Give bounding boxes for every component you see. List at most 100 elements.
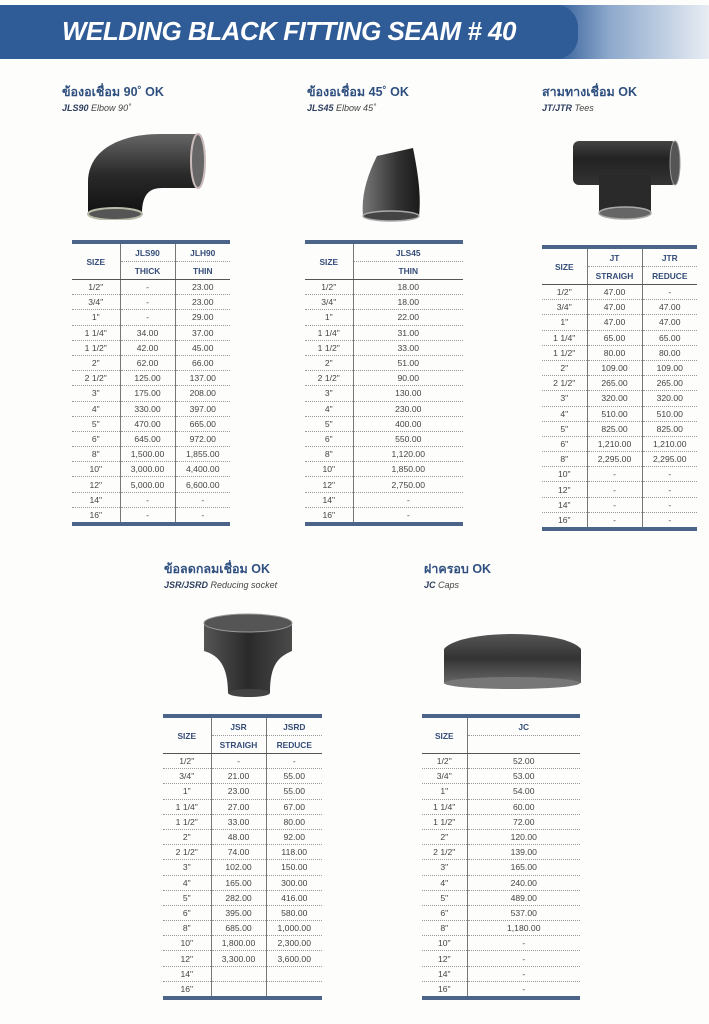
- price-cell: 972.00: [174, 431, 230, 448]
- price-cell: -: [641, 481, 697, 498]
- table-row: 12" -: [422, 950, 580, 967]
- column-label: [466, 735, 580, 754]
- price-cell: 120.00: [466, 829, 580, 846]
- size-cell: 1/2": [72, 279, 120, 296]
- table-row: 1/2" 52.00: [422, 753, 580, 770]
- column-code: JC: [466, 716, 580, 736]
- product-desc: Elbow 90˚: [91, 103, 132, 113]
- table-row: 16" - -: [542, 512, 697, 530]
- size-cell: 1": [305, 309, 353, 326]
- section-heading-elbow-90: ข้องอเชื่อม 90˚ OK JLS90 Elbow 90˚: [62, 82, 164, 113]
- section-subtitle: JLS45 Elbow 45˚: [307, 103, 409, 113]
- price-cell: 300.00: [265, 875, 322, 891]
- size-cell: 1 1/2": [163, 814, 211, 830]
- table-row: 10" -: [422, 935, 580, 952]
- price-cell: 230.00: [352, 401, 463, 417]
- section-subtitle: JC Caps: [424, 580, 491, 590]
- size-cell: 2": [422, 829, 467, 846]
- table-row: 3/4" 53.00: [422, 768, 580, 785]
- price-cell: 489.00: [466, 890, 580, 906]
- price-cell: 416.00: [265, 890, 322, 906]
- size-cell: 3": [163, 859, 211, 876]
- price-cell: 825.00: [586, 421, 642, 437]
- price-cell: -: [641, 512, 697, 530]
- column-code: JSR: [210, 716, 266, 736]
- table-row: 2 1/2" 265.00 265.00: [542, 375, 697, 392]
- price-cell: 1,850.00: [352, 461, 463, 478]
- product-code: JLS45: [307, 103, 334, 113]
- price-cell: 1,180.00: [466, 920, 580, 937]
- size-cell: 4": [305, 401, 353, 417]
- price-cell: 139.00: [466, 844, 580, 861]
- table-row: 14" - -: [542, 497, 697, 513]
- price-cell: 80.00: [641, 345, 697, 361]
- price-cell: 45.00: [174, 340, 230, 356]
- price-cell: 265.00: [641, 375, 697, 392]
- size-cell: 4": [422, 875, 467, 891]
- header-row-labels: STRAIGH REDUCE: [163, 735, 322, 754]
- table-row: 16" -: [422, 981, 580, 999]
- product-code: JSR/JSRD: [164, 580, 209, 590]
- size-cell: 8": [72, 446, 120, 463]
- table-row: 12" 3,300.00 3,600.00: [163, 950, 322, 967]
- price-cell: 54.00: [466, 783, 580, 800]
- size-cell: 12": [422, 950, 467, 967]
- price-cell: 1,210.00: [641, 436, 697, 453]
- price-cell: 23.00: [174, 294, 230, 311]
- table-row: 12" 2,750.00: [305, 476, 463, 493]
- price-cell: 52.00: [466, 753, 580, 770]
- size-cell: 1/2": [422, 753, 467, 770]
- price-cell: 2,295.00: [586, 451, 642, 468]
- price-cell: 33.00: [210, 814, 266, 830]
- table-row: 6" 645.00 972.00: [72, 431, 230, 448]
- table-row: 1 1/4" 31.00: [305, 325, 463, 341]
- price-cell: 125.00: [119, 370, 175, 387]
- price-cell: -: [119, 492, 175, 508]
- price-cell: -: [586, 512, 642, 530]
- section-heading-reducer: ข้อลดกลมเชื่อม OK JSR/JSRD Reducing sock…: [164, 559, 277, 590]
- price-cell: 47.00: [586, 314, 642, 331]
- price-cell: -: [265, 753, 322, 770]
- price-cell: 51.00: [352, 355, 463, 372]
- price-cell: 3,600.00: [265, 950, 322, 967]
- size-cell: 16": [72, 507, 120, 525]
- size-cell: 3/4": [163, 768, 211, 785]
- table-row: 8" 1,120.00: [305, 446, 463, 463]
- price-cell: 92.00: [265, 829, 322, 846]
- price-cell: 825.00: [641, 421, 697, 437]
- size-cell: 16": [542, 512, 587, 530]
- price-cell: 31.00: [352, 325, 463, 341]
- page-title: WELDING BLACK FITTING SEAM # 40: [62, 16, 516, 46]
- column-code: JLS90: [119, 242, 175, 262]
- table-row: 16" - -: [72, 507, 230, 525]
- size-cell: 12": [542, 481, 587, 498]
- product-code: JT/JTR: [542, 103, 573, 113]
- table-row: 3" 102.00 150.00: [163, 859, 322, 876]
- elbow-90-icon: [87, 133, 206, 220]
- size-cell: 5": [305, 416, 353, 432]
- table-row: 2" 51.00: [305, 355, 463, 372]
- price-cell: 130.00: [352, 385, 463, 402]
- table-row: 14" -: [422, 966, 580, 982]
- table-row: 1 1/2" 33.00: [305, 340, 463, 356]
- price-cell: 18.00: [352, 279, 463, 296]
- size-cell: 5": [163, 890, 211, 906]
- price-cell: 47.00: [586, 299, 642, 316]
- size-cell: 16": [163, 981, 211, 999]
- size-cell: 1": [422, 783, 467, 800]
- price-cell: 47.00: [586, 284, 642, 301]
- price-cell: 510.00: [586, 406, 642, 422]
- price-table-elbow-90: SIZE JLS90 JLH90 THICK THIN 1/2" -23.00 3/4" -23…: [72, 240, 230, 526]
- price-cell: 21.00: [210, 768, 266, 785]
- price-cell: 27.00: [210, 799, 266, 815]
- size-cell: 6": [163, 905, 211, 922]
- size-header: SIZE: [72, 242, 120, 280]
- size-cell: 1 1/2": [422, 814, 467, 830]
- table-row: 1" 54.00: [422, 783, 580, 800]
- price-cell: 1,000.00: [265, 920, 322, 937]
- table-row: 6" 550.00: [305, 431, 463, 448]
- size-cell: 5": [422, 890, 467, 906]
- title-banner-cap: [0, 5, 578, 59]
- price-cell: 400.00: [352, 416, 463, 432]
- size-cell: 1": [163, 783, 211, 800]
